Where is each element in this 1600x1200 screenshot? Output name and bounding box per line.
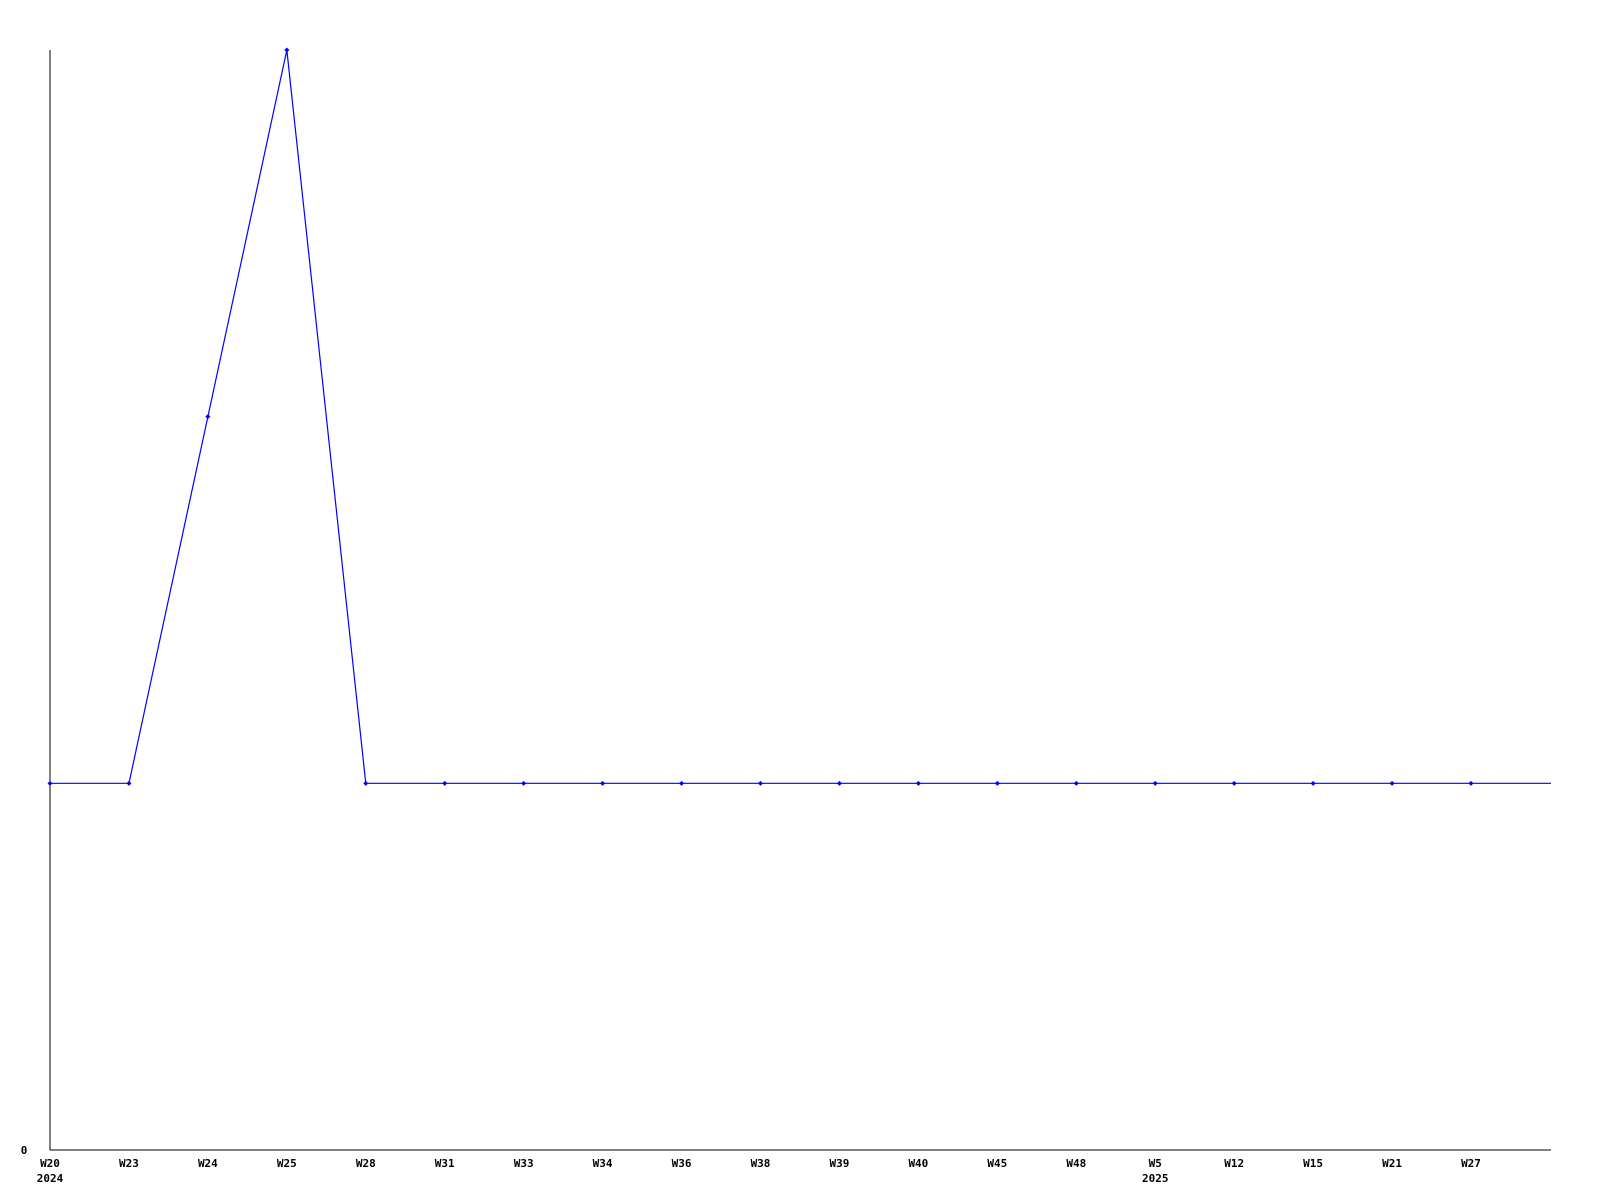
x-tick-label: W34: [593, 1157, 613, 1170]
x-tick-label: W15: [1303, 1157, 1323, 1170]
y-tick-label: 0: [21, 1144, 28, 1157]
data-point: [521, 780, 527, 786]
year-label: 2025: [1142, 1172, 1169, 1185]
data-point: [994, 780, 1000, 786]
x-tick-label: W28: [356, 1157, 376, 1170]
data-point: [363, 780, 369, 786]
data-point: [1468, 780, 1474, 786]
x-tick-label: W21: [1382, 1157, 1402, 1170]
data-point: [1231, 780, 1237, 786]
data-point: [679, 780, 685, 786]
data-point: [836, 780, 842, 786]
data-point: [1073, 780, 1079, 786]
data-point: [1389, 780, 1395, 786]
x-tick-label: W38: [751, 1157, 771, 1170]
data-point: [284, 47, 290, 53]
x-tick-label: W27: [1461, 1157, 1481, 1170]
data-point: [1310, 780, 1316, 786]
data-point: [758, 780, 763, 786]
x-tick-label: W48: [1066, 1157, 1086, 1170]
data-point: [442, 780, 448, 786]
data-point: [205, 414, 211, 420]
year-label: 2024: [37, 1172, 64, 1185]
x-tick-label: W33: [514, 1157, 534, 1170]
x-tick-label: W40: [908, 1157, 928, 1170]
x-tick-label: W39: [830, 1157, 850, 1170]
x-tick-label: W45: [987, 1157, 1007, 1170]
data-point: [600, 780, 606, 786]
x-tick-label: W31: [435, 1157, 455, 1170]
x-tick-label: W12: [1224, 1157, 1244, 1170]
x-tick-label: W20: [40, 1157, 60, 1170]
x-tick-label: W23: [119, 1157, 139, 1170]
data-point: [915, 780, 921, 786]
data-point: [1152, 780, 1158, 786]
series-line: [50, 49, 1551, 784]
data-point: [47, 780, 53, 786]
data-point: [126, 780, 132, 786]
x-tick-label: W25: [277, 1157, 297, 1170]
x-tick-label: W36: [672, 1157, 692, 1170]
x-tick-label: W5: [1149, 1157, 1162, 1170]
x-tick-label: W24: [198, 1157, 218, 1170]
